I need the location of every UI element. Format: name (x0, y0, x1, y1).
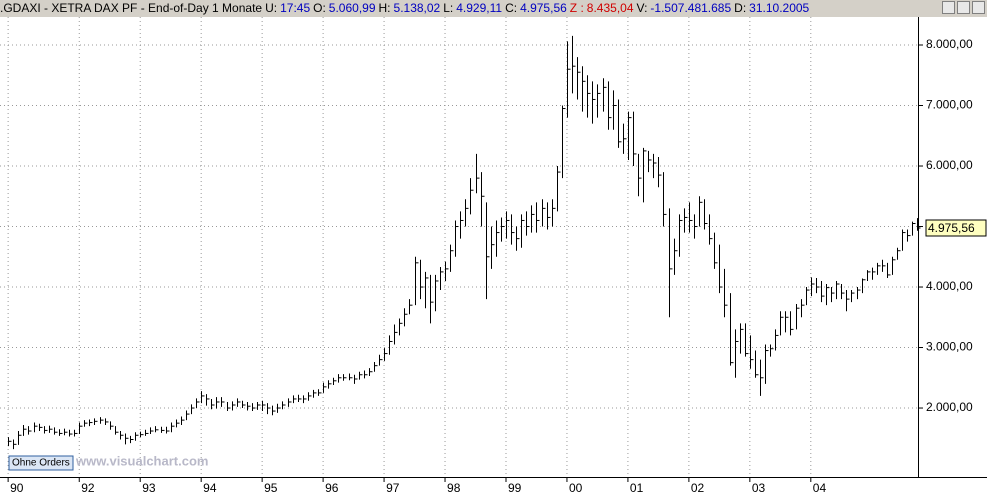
y-tick-label: 4.000,00 (926, 279, 973, 293)
x-tick-label: 03 (752, 481, 766, 495)
header-label: D: (734, 1, 747, 15)
x-tick-label: 02 (691, 481, 705, 495)
header-value: 17:45 (280, 1, 311, 15)
header-label: V: (636, 1, 648, 15)
header-value: 31.10.2005 (749, 1, 810, 15)
header: .GDAXI - XETRA DAX PF - End-of-Day 1 Mon… (0, 0, 987, 17)
button[interactable]: Ohne Orders (12, 458, 70, 469)
y-tick-label: 7.000,00 (926, 98, 973, 112)
x-tick-label: 94 (203, 481, 217, 495)
y-tick-label: 6.000,00 (926, 158, 973, 172)
header-label: C: (505, 1, 518, 15)
header-label: U: (265, 1, 278, 15)
maximize[interactable] (957, 1, 970, 14)
x-tick-label: 93 (142, 481, 156, 495)
header-value: 4.975,56 (520, 1, 567, 15)
x-tick-label: 99 (508, 481, 522, 495)
last-price-box (925, 219, 987, 237)
x-tick-label: 00 (569, 481, 583, 495)
header-value: 8.435,04 (586, 1, 634, 15)
x-tick-label: 98 (447, 481, 461, 495)
plot-area (0, 17, 918, 477)
chart: 2.000,003.000,004.000,005.000,006.000,00… (0, 17, 987, 495)
header-label: L: (443, 1, 454, 15)
window-buttons (942, 1, 985, 14)
y-tick-label: 3.000,00 (926, 340, 973, 354)
x-tick-label: 04 (813, 481, 827, 495)
header-label: H: (378, 1, 391, 15)
close[interactable] (972, 1, 985, 14)
header-label: Z : (569, 1, 584, 15)
header-value: 5.060,99 (328, 1, 376, 15)
header-label: O: (313, 1, 326, 15)
y-tick-label: 2.000,00 (926, 400, 973, 414)
button-box (8, 455, 74, 471)
x-tick-label: 96 (325, 481, 339, 495)
last-price-label: 4.975,56 (928, 221, 975, 235)
x-tick-label: 92 (81, 481, 95, 495)
x-tick-label: 01 (630, 481, 644, 495)
y-tick-label: 8.000,00 (926, 37, 973, 51)
header-label: .GDAXI - XETRA DAX PF - End-of-Day 1 Mon… (0, 1, 263, 15)
x-tick-label: 95 (264, 481, 278, 495)
header-value: 4.929,11 (456, 1, 503, 15)
header-value: 5.138,02 (393, 1, 441, 15)
watermark: www.visualchart.com (75, 453, 208, 468)
header-value: -1.507.481.685 (650, 1, 732, 15)
minimize[interactable] (942, 1, 955, 14)
x-tick-label: 90 (10, 481, 24, 495)
x-tick-label: 97 (386, 481, 400, 495)
